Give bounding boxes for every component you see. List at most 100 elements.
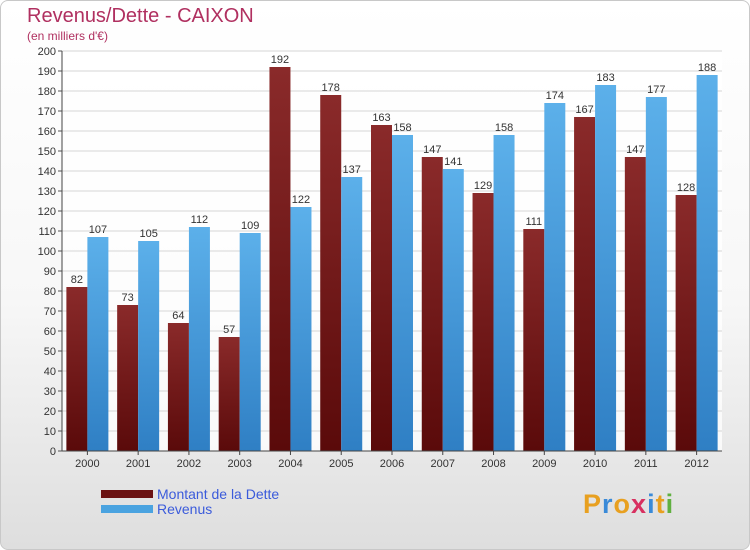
y-tick-label: 180 — [38, 86, 56, 98]
y-tick-label: 130 — [38, 186, 56, 198]
legend-label-dette: Montant de la Dette — [157, 486, 280, 502]
bar-dette-2008 — [472, 193, 494, 451]
x-tick-label: 2004 — [278, 458, 302, 470]
bar-revenus-2011 — [645, 97, 667, 451]
bar-dette-2007 — [421, 157, 443, 451]
data-label-revenus-2010: 183 — [596, 72, 614, 84]
y-tick-label: 110 — [38, 226, 56, 238]
data-label-revenus-2004: 122 — [292, 194, 310, 206]
data-label-dette-2011: 147 — [626, 144, 644, 156]
data-label-revenus-2008: 158 — [495, 122, 513, 134]
legend-swatch-revenus — [101, 505, 153, 513]
data-label-dette-2002: 64 — [172, 310, 184, 322]
logo-letter: P — [583, 489, 603, 519]
data-label-dette-2000: 82 — [71, 274, 83, 286]
bar-revenus-2007 — [442, 169, 464, 451]
chart-subtitle: (en milliers d'€) — [27, 29, 108, 43]
bar-revenus-2004 — [290, 207, 312, 451]
x-tick-label: 2000 — [75, 458, 99, 470]
bar-dette-2011 — [624, 157, 646, 451]
bar-dette-2004 — [269, 67, 291, 451]
data-label-revenus-2002: 112 — [191, 214, 209, 226]
y-tick-label: 70 — [44, 306, 56, 318]
y-tick-label: 90 — [44, 266, 56, 278]
bar-revenus-2012 — [696, 75, 718, 451]
data-label-revenus-2009: 174 — [546, 90, 564, 102]
bar-dette-2000 — [66, 287, 88, 451]
data-label-dette-2004: 192 — [271, 54, 289, 66]
bar-revenus-2003 — [239, 233, 261, 451]
logo-letter: i — [647, 489, 656, 519]
bar-revenus-2010 — [595, 85, 617, 451]
x-tick-label: 2002 — [177, 458, 201, 470]
bar-dette-2001 — [117, 305, 139, 451]
bar-dette-2005 — [320, 95, 342, 451]
x-tick-label: 2011 — [634, 458, 658, 470]
logo-letter: o — [613, 489, 632, 519]
data-label-dette-2005: 178 — [322, 82, 340, 94]
x-tick-label: 2005 — [329, 458, 353, 470]
data-label-revenus-2012: 188 — [698, 62, 716, 74]
data-label-dette-2008: 129 — [474, 180, 492, 192]
y-tick-label: 200 — [38, 46, 56, 58]
logo-letter: x — [631, 489, 648, 519]
y-tick-label: 20 — [44, 406, 56, 418]
proxiti-logo: Proxiti — [583, 489, 674, 520]
y-tick-label: 140 — [38, 166, 56, 178]
bars — [66, 67, 718, 451]
y-tick-label: 0 — [50, 446, 56, 458]
bar-revenus-2005 — [341, 177, 363, 451]
axes: 0 10 20 30 40 50 60 70 80 90 100 110 120 130 140 150 160… — [38, 46, 722, 470]
data-label-revenus-2000: 107 — [89, 224, 107, 236]
x-tick-label: 2001 — [126, 458, 150, 470]
y-tick-label: 120 — [38, 206, 56, 218]
x-tick-label: 2010 — [583, 458, 607, 470]
y-tick-label: 190 — [38, 66, 56, 78]
x-tick-label: 2008 — [481, 458, 505, 470]
x-tick-label: 2003 — [227, 458, 251, 470]
y-tick-label: 150 — [38, 146, 56, 158]
data-label-revenus-2003: 109 — [241, 220, 259, 232]
y-tick-label: 50 — [44, 346, 56, 358]
bar-dette-2012 — [675, 195, 697, 451]
y-tick-label: 160 — [38, 126, 56, 138]
data-label-revenus-2005: 137 — [343, 164, 361, 176]
bar-revenus-2008 — [493, 135, 515, 451]
y-tick-label: 10 — [44, 426, 56, 438]
data-label-dette-2006: 163 — [372, 112, 390, 124]
data-label-dette-2009: 111 — [525, 216, 542, 228]
bar-revenus-2000 — [87, 237, 109, 451]
bar-dette-2010 — [574, 117, 596, 451]
logo-letter: i — [665, 489, 675, 519]
data-label-dette-2007: 147 — [423, 144, 441, 156]
data-label-dette-2012: 128 — [677, 182, 695, 194]
bar-revenus-2009 — [544, 103, 566, 451]
y-tick-label: 60 — [44, 326, 56, 338]
x-tick-label: 2012 — [684, 458, 708, 470]
bar-dette-2003 — [218, 337, 240, 451]
bar-revenus-2006 — [392, 135, 413, 451]
data-label-dette-2001: 73 — [122, 292, 134, 304]
data-label-dette-2010: 167 — [575, 104, 593, 116]
x-tick-label: 2009 — [532, 458, 556, 470]
bar-dette-2009 — [523, 229, 545, 451]
data-label-revenus-2011: 177 — [647, 84, 665, 96]
y-tick-label: 40 — [44, 366, 56, 378]
data-label-revenus-2006: 158 — [393, 122, 411, 134]
bar-revenus-2001 — [138, 241, 160, 451]
data-label-revenus-2001: 105 — [139, 228, 157, 240]
logo-letter: t — [655, 489, 666, 519]
y-tick-label: 80 — [44, 286, 56, 298]
data-label-dette-2003: 57 — [223, 324, 235, 336]
logo-letter: r — [602, 489, 614, 519]
chart-title: Revenus/Dette - CAIXON — [27, 5, 254, 27]
data-label-revenus-2007: 141 — [444, 156, 462, 168]
x-tick-label: 2007 — [431, 458, 455, 470]
y-tick-label: 170 — [38, 106, 56, 118]
x-tick-label: 2006 — [380, 458, 404, 470]
legend-swatch-dette — [101, 490, 153, 498]
bar-dette-2006 — [371, 125, 392, 451]
legend-label-revenus: Revenus — [157, 501, 213, 517]
